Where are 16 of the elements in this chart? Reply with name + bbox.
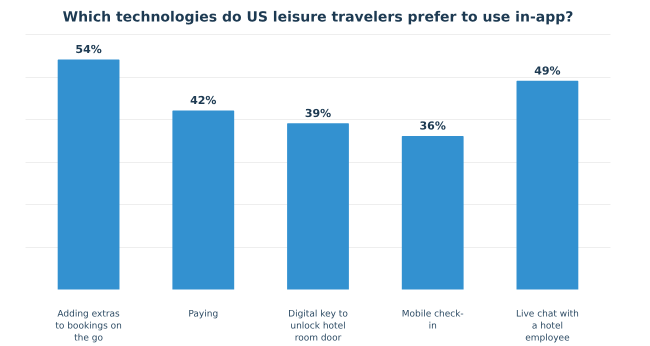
data-label: 54% xyxy=(75,43,102,56)
bar xyxy=(402,136,464,290)
bar xyxy=(516,80,578,290)
bar xyxy=(172,110,234,290)
data-label: 36% xyxy=(420,120,446,133)
data-label: 39% xyxy=(304,106,332,120)
bar xyxy=(58,60,120,290)
chart-title: Which technologies do US leisure travelers prefer to use in-app? xyxy=(62,10,574,26)
bar xyxy=(287,123,349,290)
x-tick-label: Paying xyxy=(188,310,218,320)
x-tick-label: Adding extras to bookings on the go xyxy=(55,310,122,344)
data-label: 42% xyxy=(190,94,216,108)
x-tick-label: Live chat with a hotel employee xyxy=(516,310,579,344)
x-tick-label: Mobile check-in xyxy=(402,310,464,332)
x-tick-label: Digital key to unlock hotel room door xyxy=(288,310,348,344)
data-label: 49% xyxy=(534,64,561,78)
